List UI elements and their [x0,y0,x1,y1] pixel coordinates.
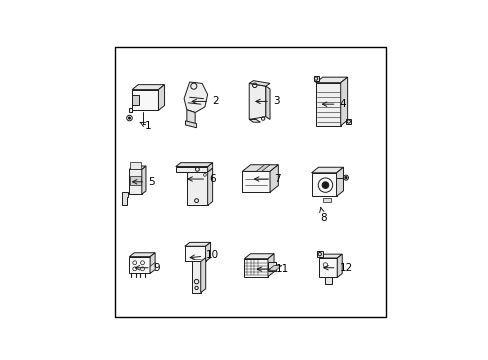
Bar [242,171,269,192]
Polygon shape [158,85,164,111]
Polygon shape [129,166,146,169]
Bar [244,259,267,277]
Text: 8: 8 [319,207,326,223]
Polygon shape [175,167,207,172]
Bar [132,90,158,111]
Polygon shape [346,119,350,124]
Text: 5: 5 [132,177,154,187]
Bar [132,95,139,105]
Polygon shape [183,82,207,112]
Polygon shape [249,120,260,122]
Polygon shape [340,77,347,126]
Polygon shape [336,167,343,196]
Polygon shape [128,108,132,112]
Polygon shape [313,76,318,81]
Polygon shape [142,166,146,194]
Polygon shape [267,266,281,270]
Text: 7: 7 [254,174,280,184]
Polygon shape [132,85,164,90]
Polygon shape [150,262,155,273]
Bar [315,83,340,126]
Polygon shape [129,169,142,194]
Polygon shape [267,254,273,277]
Polygon shape [244,254,273,259]
Polygon shape [249,81,269,86]
Polygon shape [269,165,278,192]
Polygon shape [129,253,155,257]
Polygon shape [207,163,212,172]
Polygon shape [249,84,265,120]
Text: 9: 9 [135,263,160,273]
Polygon shape [205,242,210,261]
Bar [184,246,205,261]
Polygon shape [242,165,278,171]
Polygon shape [311,167,343,173]
Polygon shape [319,254,342,258]
Bar [311,173,336,196]
Polygon shape [186,110,195,125]
Polygon shape [322,198,330,202]
Polygon shape [207,168,212,205]
Text: 2: 2 [192,96,218,107]
Polygon shape [200,258,205,293]
Bar [130,176,141,185]
Bar [319,258,337,278]
Polygon shape [175,163,212,167]
Polygon shape [122,192,128,205]
Polygon shape [324,278,331,284]
Polygon shape [192,261,200,293]
Polygon shape [256,165,269,171]
Text: 3: 3 [255,96,279,107]
Polygon shape [267,262,275,270]
Text: 6: 6 [187,174,215,184]
Polygon shape [130,162,141,169]
Text: 4: 4 [322,99,345,109]
Circle shape [128,117,130,119]
Polygon shape [184,242,210,246]
Polygon shape [186,172,207,205]
Polygon shape [185,121,196,128]
Bar [129,257,150,273]
Text: 11: 11 [257,264,288,274]
Polygon shape [265,86,269,120]
Circle shape [322,182,328,188]
Text: 10: 10 [190,250,219,260]
Text: 12: 12 [323,263,352,273]
Circle shape [344,176,346,179]
Polygon shape [316,251,322,257]
Text: 1: 1 [140,121,152,131]
Polygon shape [150,253,155,273]
Polygon shape [315,77,347,83]
Polygon shape [337,254,342,278]
